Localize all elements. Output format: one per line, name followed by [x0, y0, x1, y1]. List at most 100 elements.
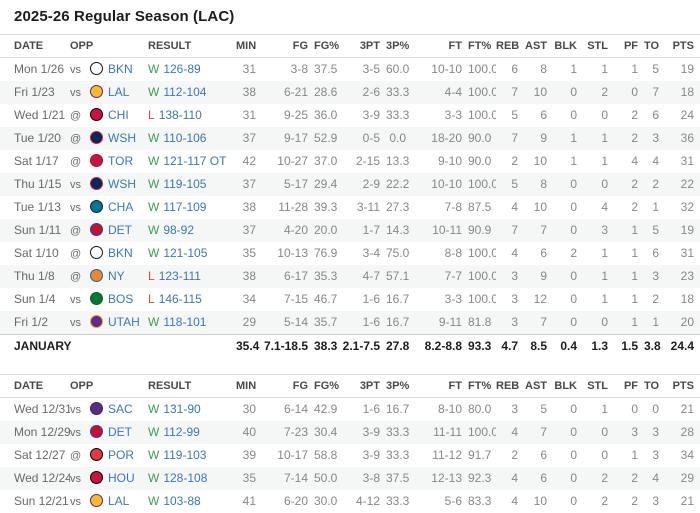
stat-cell: 0 — [601, 425, 608, 439]
game-score-link[interactable]: 118-101 — [163, 315, 207, 329]
stat-cell: 1 — [570, 154, 577, 168]
team-link[interactable]: UTAH — [108, 315, 140, 329]
stat-cell: 7 — [511, 223, 518, 237]
game-score-link[interactable]: 112-99 — [163, 425, 200, 439]
win-loss-indicator: W — [148, 200, 160, 214]
stat-cell: 0 — [601, 448, 608, 462]
stat-cell: 13.3 — [386, 154, 410, 168]
team-link[interactable]: SAC — [108, 402, 133, 416]
stat-cell: 46.7 — [314, 292, 338, 306]
game-score-link[interactable]: 110-106 — [163, 131, 207, 145]
team-link[interactable]: BKN — [108, 246, 133, 260]
team-link[interactable]: WSH — [108, 131, 136, 145]
stat-cell: 0-5 — [362, 131, 380, 145]
team-link[interactable]: DET — [108, 425, 132, 439]
stat-cell: 0.0 — [389, 131, 406, 145]
game-score-link[interactable]: 126-89 — [163, 62, 201, 76]
game-row: Sat 1/17 @ TOR W 121-117 OT 42 10-27 37.0 2-15 13… — [0, 150, 700, 173]
game-score-link[interactable]: 138-110 — [158, 108, 202, 122]
stat-cell: 3-5 — [362, 62, 380, 76]
stat-cell: 92.3 — [468, 471, 492, 485]
team-link[interactable]: LAL — [108, 494, 130, 508]
stat-cell: 8 — [540, 62, 547, 76]
stat-cell: 21 — [680, 494, 694, 508]
stat-cell: 6 — [540, 108, 547, 122]
team-link[interactable]: HOU — [108, 471, 135, 485]
game-score-link[interactable]: 98-92 — [163, 223, 195, 237]
column-header-ft: FT — [412, 374, 468, 398]
column-header-opp: OPP — [70, 34, 148, 58]
home-away-indicator: @ — [70, 450, 82, 462]
column-header-reb: REB — [496, 374, 524, 398]
game-score-link[interactable]: 121-105 — [163, 246, 208, 260]
header-row: DATE OPP RESULT MIN FG FG% 3PT 3P% FT FT% REB AST BL… — [0, 34, 700, 58]
team-link[interactable]: LAL — [108, 85, 130, 99]
column-header-3pp: 3P% — [386, 374, 412, 398]
game-score-link[interactable]: 123-111 — [158, 269, 201, 283]
stat-cell: 4 — [511, 494, 518, 508]
stat-cell: 10 — [533, 154, 547, 168]
team-link[interactable]: BKN — [108, 62, 133, 76]
win-loss-indicator: W — [148, 62, 160, 76]
stat-cell: 4 — [652, 154, 659, 168]
team-logo-icon — [90, 177, 103, 190]
win-loss-indicator: L — [148, 269, 155, 283]
stat-cell: 4-20 — [283, 223, 308, 237]
game-score-link[interactable]: 117-109 — [163, 200, 207, 214]
monthly-total-row: JANUARY 35.4 7.1-18.5 38.3 2.1-7.5 27.8 8.2-8.… — [0, 334, 700, 358]
stat-cell: 5-17 — [283, 177, 308, 191]
stat-cell: 10-10 — [431, 177, 462, 191]
column-header-stl: STL — [583, 374, 614, 398]
game-score-link[interactable]: 103-88 — [163, 494, 201, 508]
team-link[interactable]: NY — [108, 269, 125, 283]
home-away-indicator: vs — [70, 427, 81, 439]
win-loss-indicator: W — [148, 131, 160, 145]
total-stat-cell: 1.3 — [591, 339, 608, 353]
game-score-link[interactable]: 119-103 — [163, 448, 207, 462]
home-away-indicator: @ — [70, 248, 82, 260]
column-header-pts: PTS — [665, 34, 700, 58]
team-link[interactable]: DET — [108, 223, 132, 237]
game-date: Sun 12/21 — [14, 494, 69, 508]
team-link[interactable]: TOR — [108, 154, 134, 168]
game-score-link[interactable]: 131-90 — [163, 402, 201, 416]
game-score-link[interactable]: 146-115 — [158, 292, 202, 306]
game-row: Wed 12/24 vs HOU W 128-108 35 7-14 50.0 3-8 37.5 1… — [0, 467, 700, 490]
game-log-tables: DATE OPP RESULT MIN FG FG% 3PT 3P% FT FT% REB AST BL… — [0, 34, 700, 513]
team-link[interactable]: WSH — [108, 177, 136, 191]
opponent-cell: vs WSH — [70, 173, 148, 196]
stat-cell: 24 — [680, 108, 694, 122]
total-stat-cell: 38.3 — [314, 339, 338, 353]
column-header-3pt: 3PT — [340, 34, 386, 58]
stat-cell: 3 — [511, 315, 518, 329]
team-link[interactable]: POR — [108, 448, 135, 462]
column-header-date: DATE — [0, 34, 70, 58]
stat-cell: 31 — [680, 154, 694, 168]
stat-cell: 37.0 — [314, 154, 338, 168]
team-logo-icon — [90, 246, 103, 259]
result-cell: W 110-106 — [148, 127, 236, 150]
team-logo-icon — [90, 85, 103, 98]
stat-cell: 8-10 — [437, 402, 462, 416]
team-link[interactable]: CHI — [108, 108, 129, 122]
game-score-link[interactable]: 119-105 — [163, 177, 207, 191]
stat-cell: 90.0 — [468, 131, 492, 145]
stat-cell: 1 — [652, 200, 659, 214]
stat-cell: 1 — [570, 62, 577, 76]
stat-cell: 6 — [652, 108, 659, 122]
game-score-link[interactable]: 112-104 — [163, 85, 207, 99]
game-row: Sun 1/4 vs BOS L 146-115 34 7-15 46.7 1-6 16.7 3-3… — [0, 288, 700, 311]
game-score-link[interactable]: 121-117 OT — [163, 154, 227, 168]
stat-cell: 6-21 — [283, 85, 308, 99]
team-link[interactable]: BOS — [108, 292, 134, 306]
team-logo-icon — [90, 131, 103, 144]
stat-cell: 1-7 — [362, 223, 380, 237]
stat-cell: 1-6 — [362, 315, 380, 329]
total-stat-cell: 0.4 — [560, 339, 577, 353]
stat-cell: 18 — [680, 85, 694, 99]
stat-cell: 90.0 — [468, 154, 492, 168]
stat-cell: 1 — [631, 448, 638, 462]
team-link[interactable]: CHA — [108, 200, 134, 214]
stat-cell: 6-17 — [283, 269, 308, 283]
game-score-link[interactable]: 128-108 — [163, 471, 208, 485]
